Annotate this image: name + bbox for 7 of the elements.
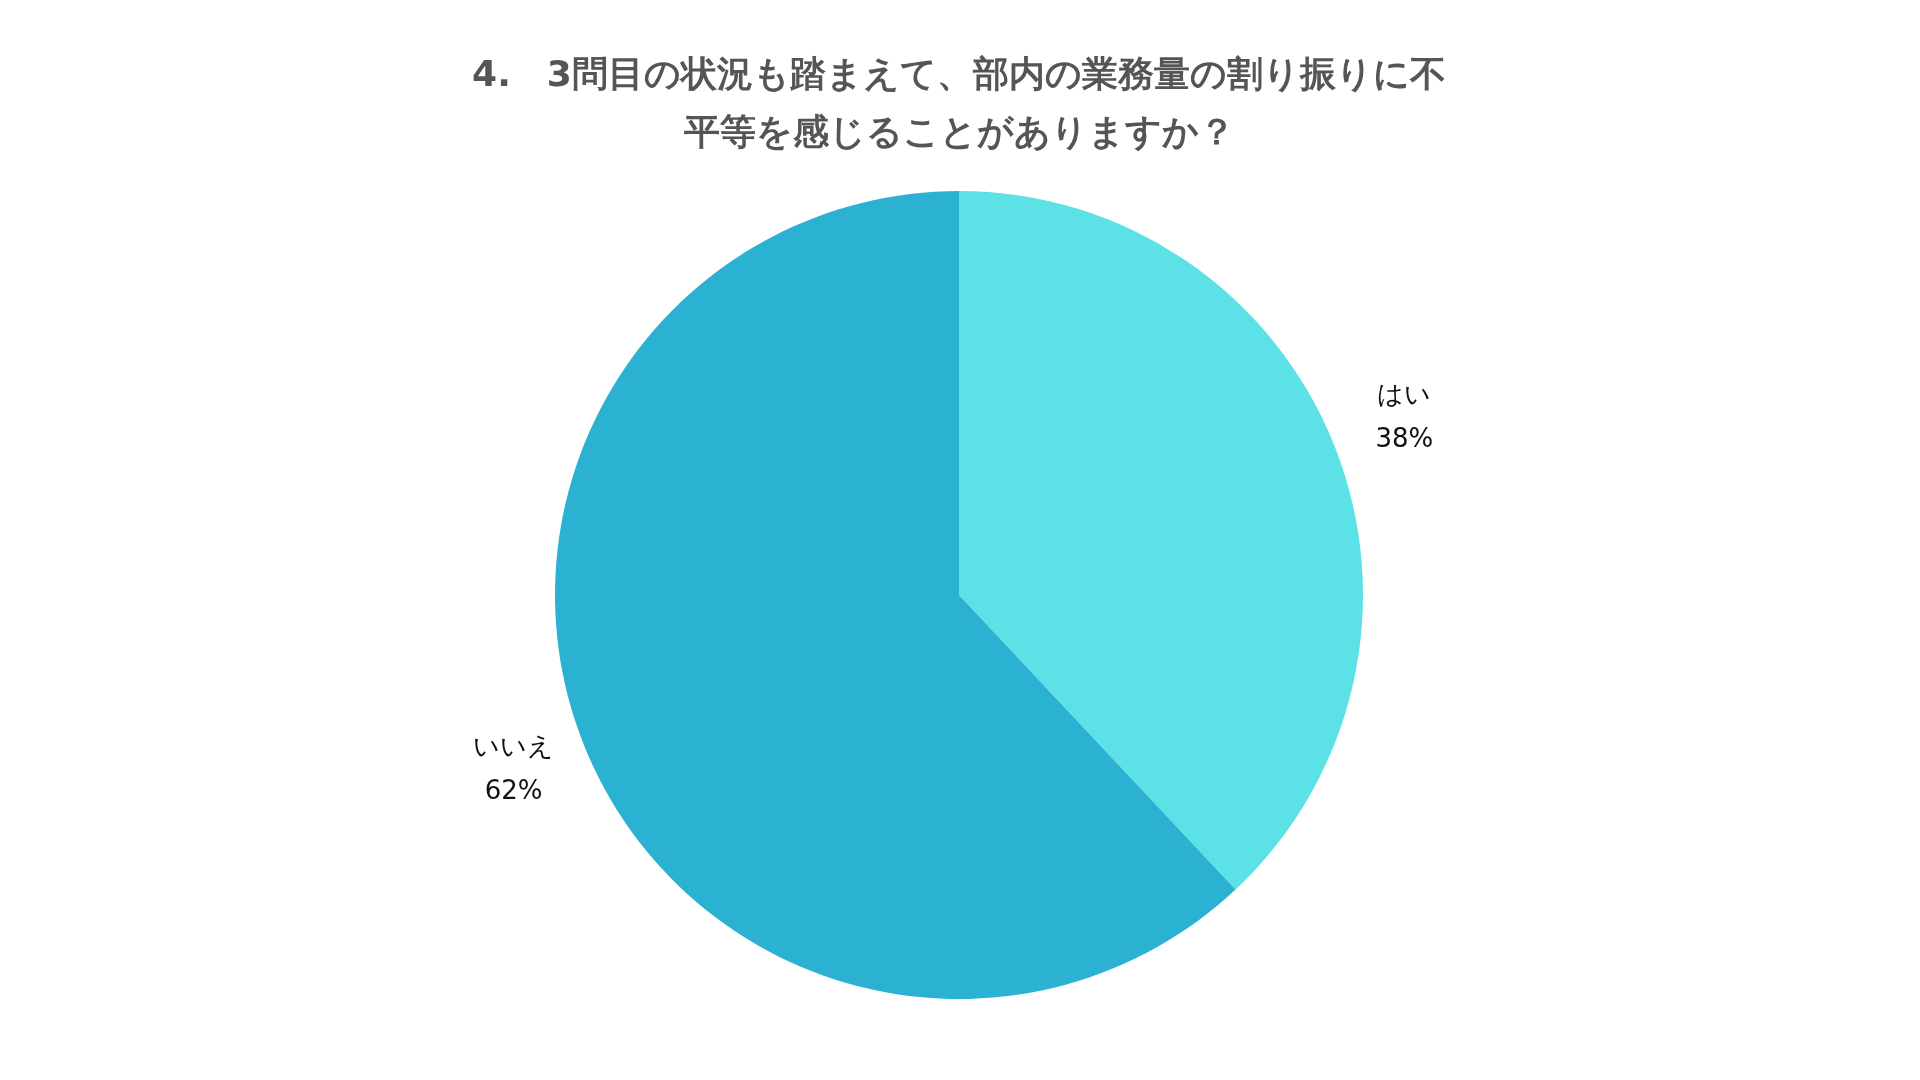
data-label: 38% [1375,422,1434,453]
data-label: 62% [484,775,543,806]
slice-label: はい [1377,378,1432,409]
slice-label: いいえ [473,731,555,762]
pie-slice [555,191,1236,999]
chart-title: 4. 3問目の状況も踏まえて、部内の業務量の割り振りに不平等を感じることがありますか？ [472,53,1446,152]
pie-slice [959,191,1363,890]
